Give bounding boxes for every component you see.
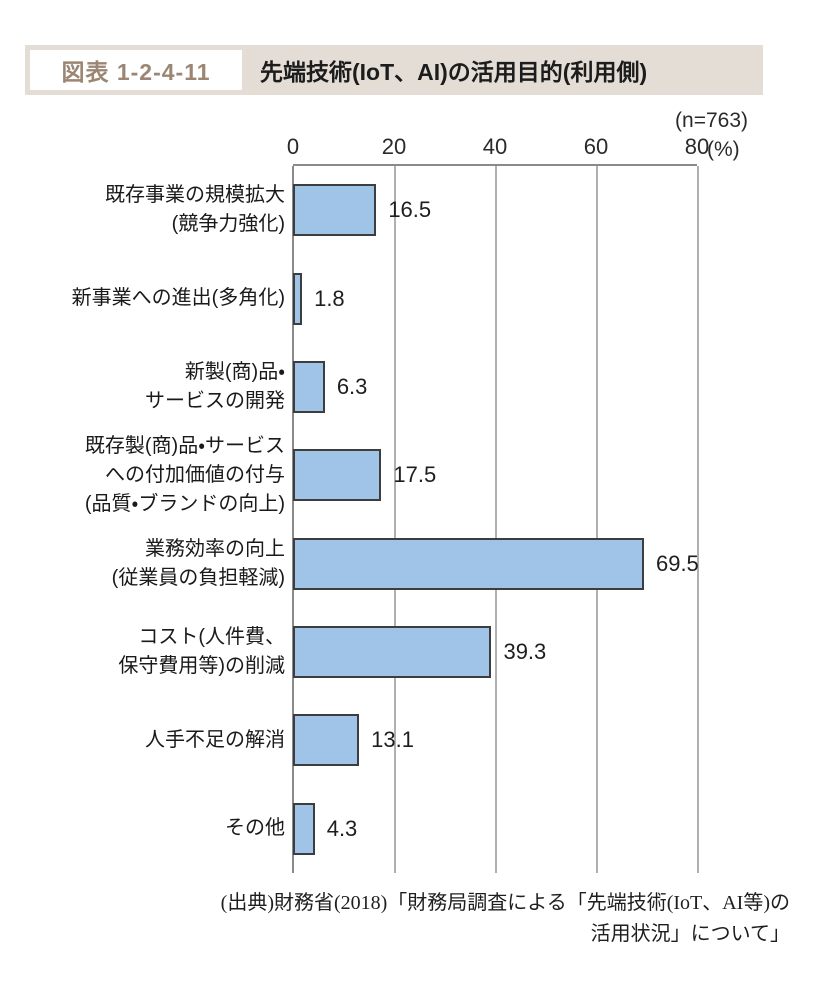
x-tick-label-20: 20 (381, 134, 407, 159)
bar-3 (293, 360, 325, 413)
category-label-1: 既存事業の規模拡大 (競争力強化) (105, 184, 285, 236)
gridline-40 (495, 166, 497, 873)
category-label-5: 業務効率の向上 (従業員の負担軽減) (111, 537, 285, 589)
bar-row-4: 17.5 (293, 431, 697, 519)
x-tick-label-60: 60 (583, 134, 609, 159)
bar-value-label-3: 6.3 (336, 373, 368, 399)
x-tick-label-40: 40 (482, 134, 508, 159)
category-label-6: コスト(人件費、 保守費用等)の削減 (118, 626, 285, 678)
bar-value-label-2: 1.8 (314, 285, 345, 311)
gridline-60 (596, 166, 598, 873)
sample-size-label: (n=763) (675, 109, 748, 132)
bar-chart-plot-area: 0 20 40 60 80 16.5 1.8 6.3 17.5 69.5 39.3 13.1 4.3 (287, 136, 709, 873)
bar-row-3: 6.3 (293, 343, 697, 431)
category-label-8: その他 (225, 817, 285, 840)
source-note: (出典)財務省(2018)「財務局調査による「先端技術(IoT、AI等)の 活用… (220, 892, 790, 945)
bar-value-label-4: 17.5 (393, 462, 437, 488)
bar-row-8: 4.3 (293, 785, 697, 873)
bar-6 (293, 626, 492, 679)
figure-header-band: 図表 1-2-4-11 先端技術(IoT、AI)の活用目的(利用側) (25, 45, 763, 95)
bar-1 (293, 184, 377, 237)
bar-value-label-8: 4.3 (326, 815, 358, 841)
x-tick-label-0: 0 (286, 134, 300, 159)
bar-value-label-6: 39.3 (503, 639, 547, 665)
bar-row-1: 16.5 (293, 166, 697, 254)
bar-row-2: 1.8 (293, 254, 697, 342)
y-axis-line (292, 166, 294, 873)
gridline-20 (394, 166, 396, 873)
x-axis-line (293, 164, 697, 166)
bar-row-6: 39.3 (293, 608, 697, 696)
figure-number: 図表 1-2-4-11 (61, 59, 211, 85)
unit-label: (%) (707, 138, 740, 161)
bar-7 (293, 714, 360, 767)
bar-value-label-7: 13.1 (371, 727, 414, 753)
bar-5 (293, 537, 644, 590)
category-label-3: 新製(商)品・ サービスの開発 (145, 360, 285, 412)
bar-value-label-1: 16.5 (388, 197, 432, 223)
figure-number-box: 図表 1-2-4-11 (30, 50, 242, 90)
bar-row-5: 69.5 (293, 520, 699, 608)
bar-2 (293, 272, 303, 325)
figure-title: 先端技術(IoT、AI)の活用目的(利用側) (260, 59, 648, 85)
category-label-4: 既存製(商)品・サービス への付加価値の付与 (品質・ブランドの向上) (84, 434, 285, 515)
bar-value-label-5: 69.5 (655, 550, 699, 576)
gridline-80 (697, 166, 699, 873)
x-tick-label-80: 80 (684, 134, 710, 159)
category-label-column: 既存事業の規模拡大 (競争力強化) 新事業への進出(多角化) 新製(商)品・ サービ… (18, 166, 285, 873)
category-label-2: 新事業への進出(多角化) (71, 287, 285, 310)
category-label-7: 人手不足の解消 (145, 728, 285, 751)
bar-row-7: 13.1 (293, 696, 697, 784)
bar-8 (293, 802, 315, 855)
bar-4 (293, 449, 382, 502)
